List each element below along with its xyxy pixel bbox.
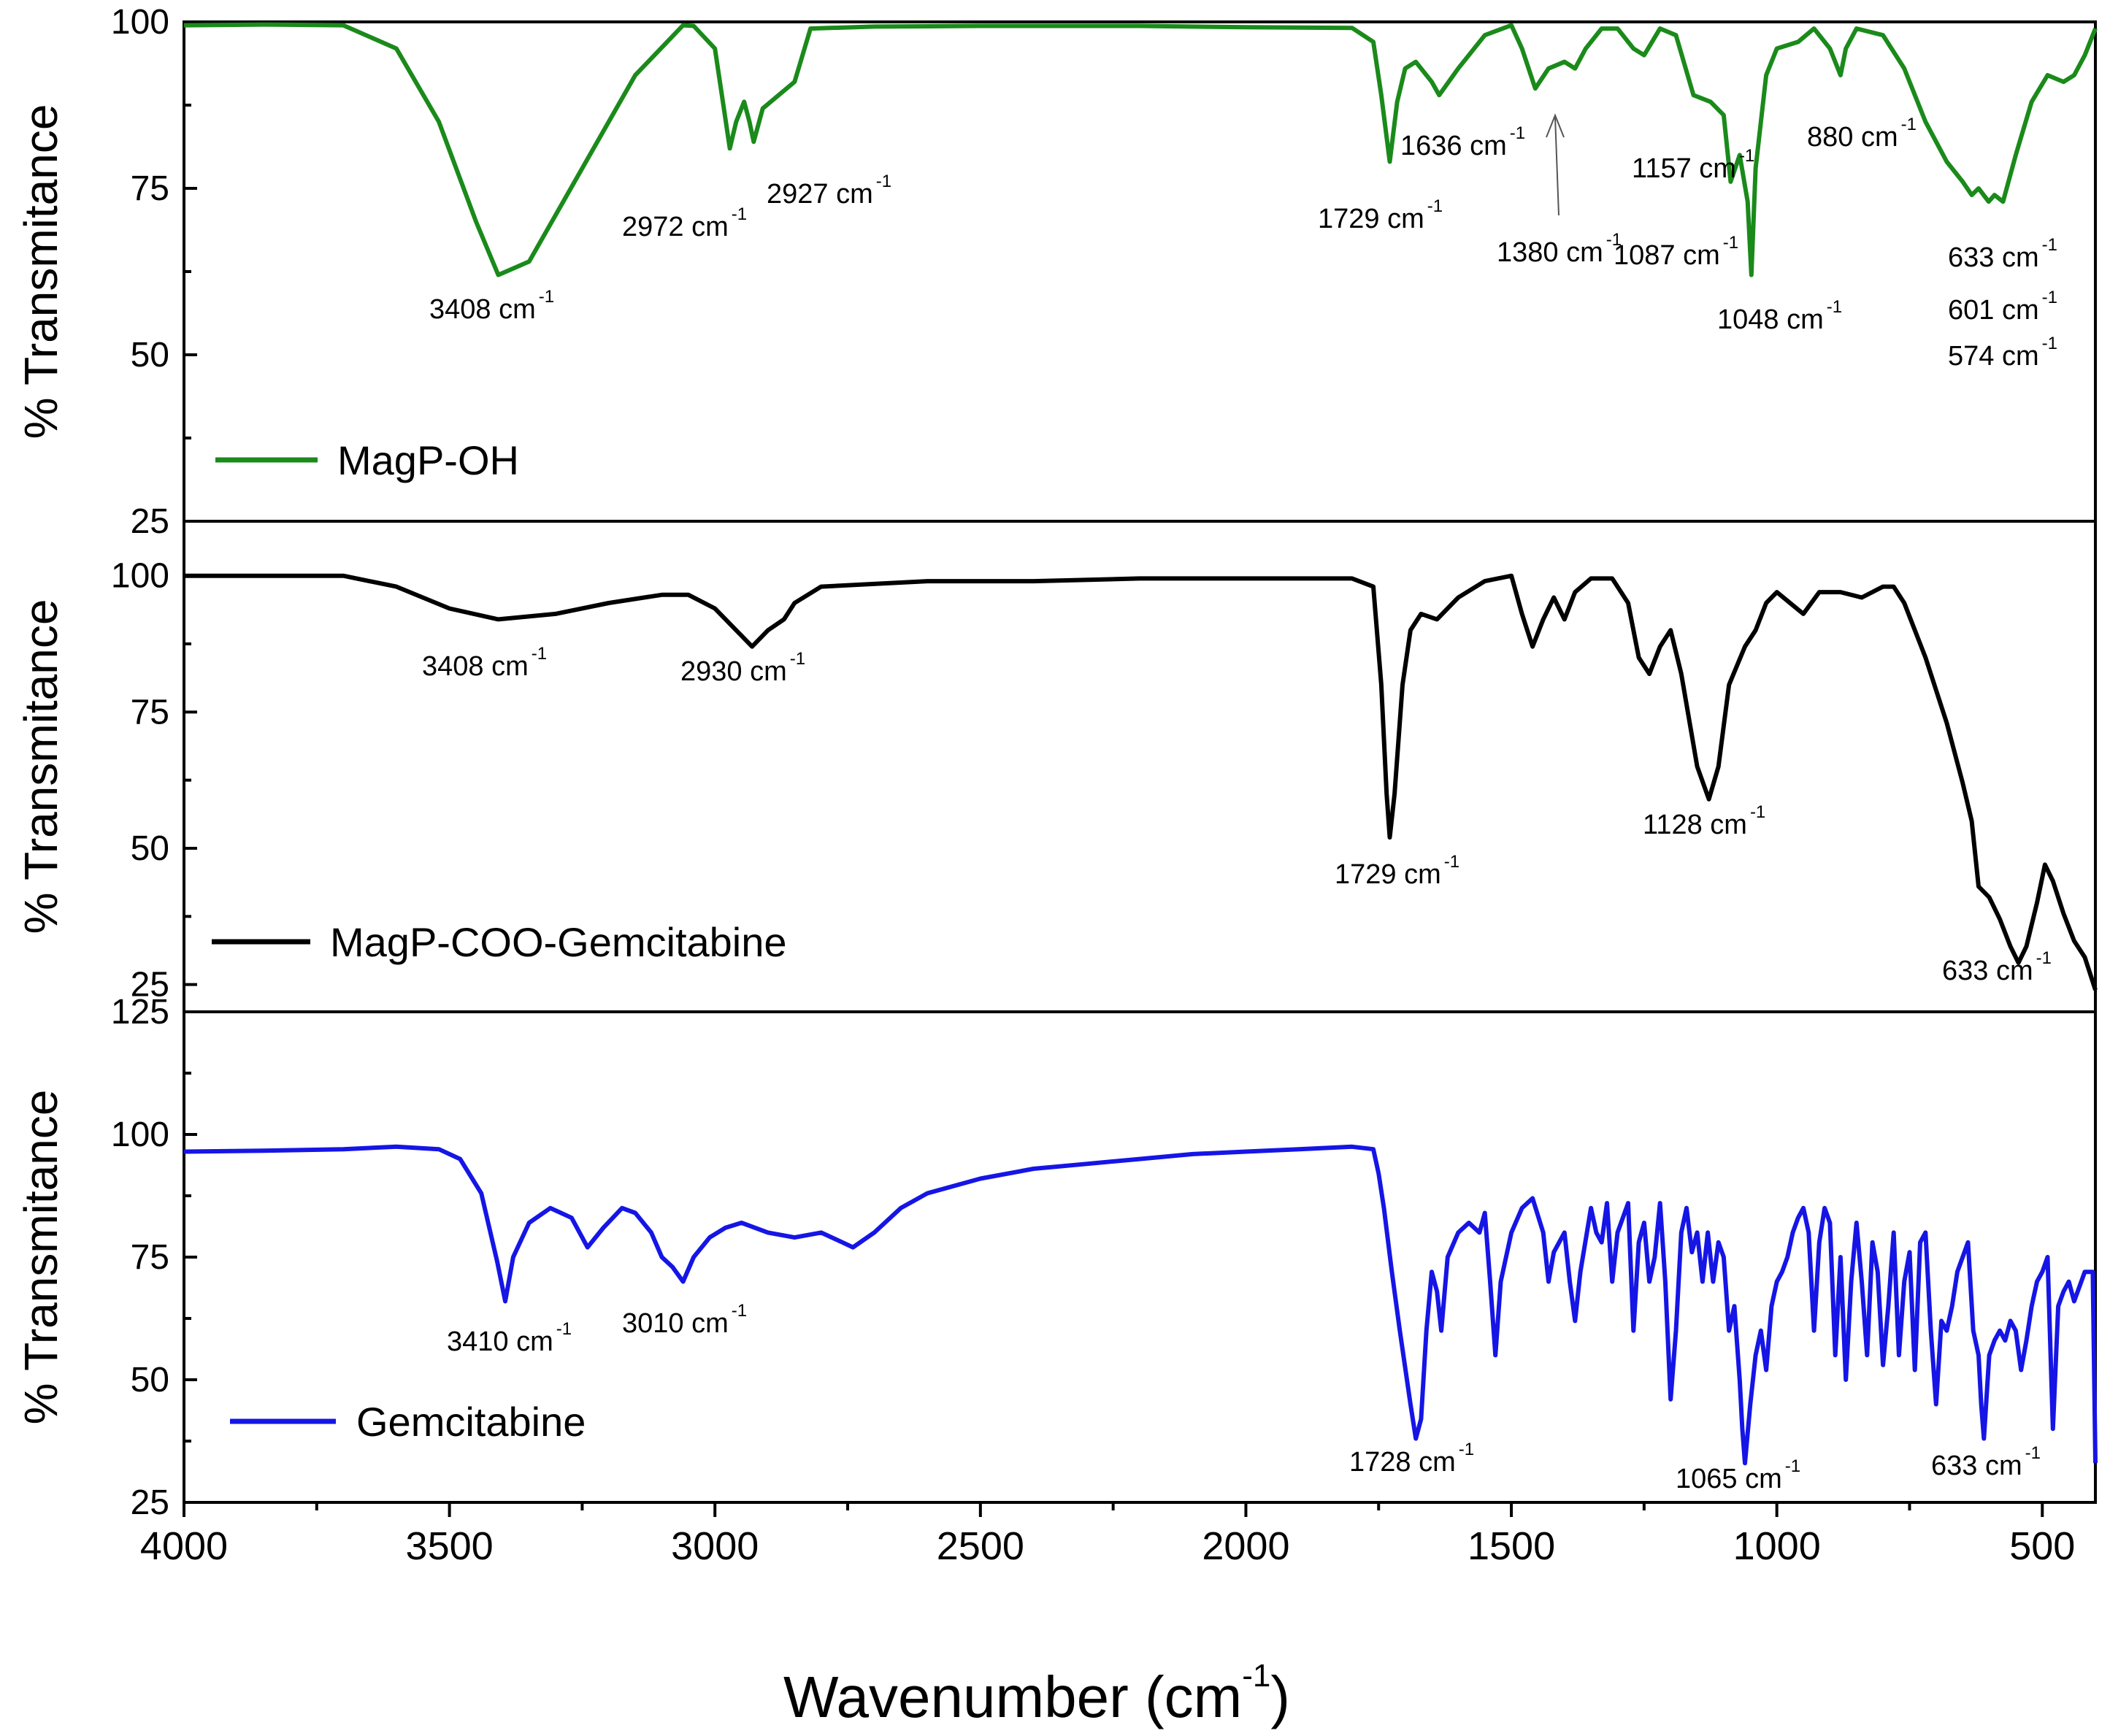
x-tick-label: 4000 — [140, 1524, 228, 1568]
annotation-arrowhead — [1546, 113, 1565, 138]
y-tick-label: 50 — [131, 336, 169, 375]
x-axis: 4000 3500 3000 2500 2000 1500 1000 500 — [140, 1502, 2075, 1568]
peak-label: 1157 cm -1 — [1632, 146, 1754, 184]
peak-label: 1729 cm -1 — [1318, 196, 1443, 234]
peak-labels: 3410 cm -1 3010 cm -1 1728 cm -1 1065 cm -1 … — [447, 1301, 2041, 1494]
y-tick-label: 50 — [131, 1361, 169, 1399]
peak-label: 2927 cm -1 — [767, 172, 891, 210]
y-axis-label: % Transmitance — [15, 104, 67, 439]
legend-label: Gemcitabine — [356, 1399, 586, 1445]
peak-label: 574 cm -1 — [1948, 334, 2057, 372]
peak-label: 1728 cm -1 — [1349, 1440, 1474, 1478]
peak-label: 633 cm -1 — [1931, 1443, 2041, 1481]
y-ticks: 25 50 75 100 125 — [111, 993, 197, 1522]
y-tick-label: 75 — [131, 169, 169, 208]
x-tick-label: 2000 — [1202, 1524, 1289, 1568]
x-tick-label: 3000 — [671, 1524, 759, 1568]
y-ticks: 25 50 75 100 — [111, 3, 197, 541]
series-line-magp-oh — [183, 22, 2098, 277]
x-tick-label: 1500 — [1468, 1524, 1555, 1568]
y-tick-label: 25 — [131, 502, 169, 541]
peak-label: 3010 cm -1 — [622, 1301, 747, 1339]
legend-label: MagP-COO-Gemcitabine — [330, 919, 787, 965]
y-axis-label: % Transmitance — [15, 1090, 67, 1425]
y-tick-label: 100 — [111, 557, 169, 596]
annotation-arrow — [1554, 116, 1560, 216]
y-tick-label: 125 — [111, 993, 169, 1032]
peak-label: 633 cm -1 — [1942, 948, 2052, 986]
y-tick-label: 100 — [111, 1115, 169, 1154]
peak-label: 2972 cm -1 — [622, 204, 747, 242]
series-line-magp-coo-gemcitabine — [184, 573, 2098, 991]
series-line-gemcitabine — [183, 1144, 2098, 1466]
legend-label: MagP-OH — [337, 437, 519, 483]
y-tick-label: 100 — [111, 3, 169, 42]
peak-label: 3410 cm -1 — [447, 1319, 572, 1357]
x-tick-label: 2500 — [937, 1524, 1024, 1568]
peak-labels: 3408 cm -1 2930 cm -1 1729 cm -1 1128 cm -1 … — [422, 644, 2052, 986]
peak-label: 1380 cm -1 — [1497, 230, 1622, 268]
peak-label: 1636 cm -1 — [1400, 123, 1525, 161]
x-tick-label: 500 — [2009, 1524, 2075, 1568]
peak-label: 601 cm -1 — [1948, 288, 2057, 326]
y-axis-label: % Transmitance — [15, 599, 67, 934]
y-tick-label: 25 — [131, 1483, 169, 1522]
x-tick-label: 1000 — [1733, 1524, 1821, 1568]
peak-label: 1087 cm -1 — [1614, 233, 1738, 271]
peak-label: 3408 cm -1 — [429, 287, 554, 325]
peak-label: 1128 cm -1 — [1643, 802, 1765, 840]
y-tick-label: 50 — [131, 829, 169, 868]
peak-label: 3408 cm -1 — [422, 644, 547, 682]
peak-label: 1729 cm -1 — [1335, 852, 1459, 890]
x-tick-label: 3500 — [406, 1524, 494, 1568]
peak-label: 1048 cm -1 — [1717, 297, 1842, 335]
peak-label: 880 cm -1 — [1807, 115, 1917, 153]
x-axis-label: Wavenumber (cm-1) — [783, 1658, 1290, 1729]
y-tick-label: 25 — [131, 966, 169, 1005]
panel-magp-coo-gemcitabine: 25 50 75 100 % Transmitance MagP-COO-Gemcit… — [15, 520, 2098, 1013]
peak-labels: 3408 cm -1 2972 cm -1 2927 cm -1 1729 cm -1 … — [429, 115, 2057, 372]
peak-label: 2930 cm -1 — [680, 649, 805, 687]
y-tick-label: 75 — [131, 1238, 169, 1277]
y-ticks: 25 50 75 100 — [111, 557, 197, 1005]
peak-label: 1065 cm -1 — [1676, 1456, 1800, 1494]
y-tick-label: 75 — [131, 693, 169, 731]
peak-label: 633 cm -1 — [1948, 235, 2057, 273]
panel-magp-oh: 25 50 75 100 % Transmitance MagP-OH 3408 cm… — [15, 3, 2098, 541]
